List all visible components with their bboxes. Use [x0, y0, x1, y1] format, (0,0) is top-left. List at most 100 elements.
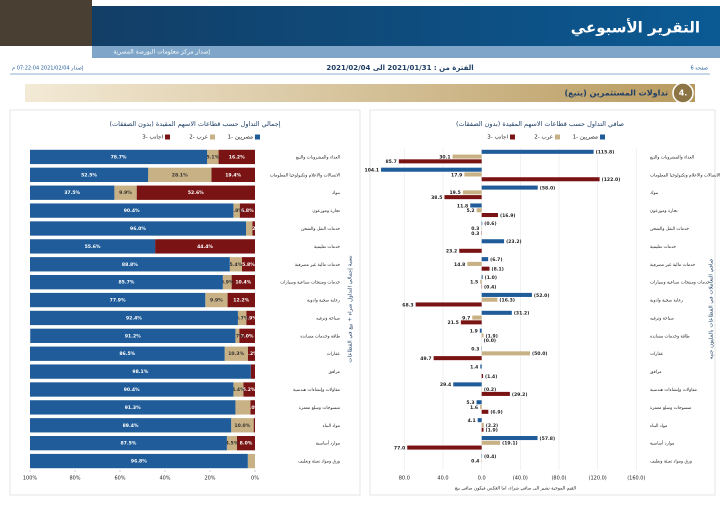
data-label: 92.4%	[126, 315, 142, 321]
bar	[481, 351, 530, 356]
data-label: 96.0%	[130, 226, 146, 232]
bar	[479, 328, 482, 333]
bar-segment	[237, 436, 255, 451]
bar	[477, 418, 482, 423]
data-label: 0.3	[471, 346, 479, 352]
x-tick-label: 40%	[159, 476, 170, 482]
bar	[481, 440, 501, 445]
bar	[481, 391, 510, 396]
category-label: سياحة وترفيه	[650, 316, 674, 321]
data-label: 52.6%	[188, 190, 204, 196]
legend-label: اجانب -3	[487, 135, 508, 141]
bar-segment	[30, 382, 234, 397]
category-label: تجارة وموزعون	[312, 209, 340, 214]
data-label: 23.2	[446, 249, 457, 255]
data-label: 21.5	[448, 320, 459, 326]
bar-segment	[222, 275, 232, 290]
data-label: 38.5	[431, 195, 442, 201]
data-label: 90.4%	[124, 208, 140, 214]
data-label: (0.2)	[484, 387, 496, 393]
bar	[472, 315, 482, 320]
bar	[381, 167, 482, 172]
data-label: 0.4	[471, 459, 479, 465]
category-label: تجارة وموزعون	[650, 209, 678, 214]
data-label: 4.1	[468, 418, 476, 424]
bar	[462, 190, 482, 195]
subtitle-band	[92, 46, 720, 58]
category-label: مرافق	[650, 370, 662, 375]
category-label: خدمات النقل والشحن	[301, 227, 340, 232]
bar	[481, 221, 483, 226]
data-label: 6.8%	[241, 208, 254, 214]
data-label: 7.0%	[241, 333, 254, 339]
data-label: 85.7	[385, 159, 396, 165]
category-label: خدمات ومنتجات صناعية وسيارات	[280, 281, 340, 286]
page-number: صفحة 6	[691, 66, 708, 72]
bar	[452, 154, 482, 159]
category-label: خدمات مالية غير مصرفية	[295, 263, 340, 268]
data-label: 5.8%	[242, 262, 255, 268]
data-label: 98.1%	[132, 369, 148, 375]
bar-segment	[239, 328, 255, 343]
bar-segment	[155, 239, 255, 254]
bar	[481, 266, 490, 271]
x-tick-label: 80%	[69, 476, 80, 482]
bar-segment	[211, 167, 255, 182]
bar-segment	[30, 167, 149, 182]
bar-segment	[218, 149, 255, 165]
data-label: 77.9%	[110, 298, 126, 304]
bar-segment	[239, 203, 255, 218]
section-number: 4.	[679, 89, 688, 98]
data-label: 3.7%	[236, 315, 249, 321]
bar-segment	[247, 346, 255, 361]
data-label: 1.9	[470, 329, 478, 335]
category-label: رعاية صحية وادوية	[650, 299, 683, 304]
category-label: مواد البناء	[323, 424, 340, 429]
x-tick-label: 40.0	[437, 476, 448, 482]
bar-segment	[30, 310, 238, 326]
data-label: 5.4%	[230, 262, 243, 268]
category-label: خدمات مالية غير مصرفية	[650, 263, 695, 268]
data-label: 9.9%	[119, 190, 132, 196]
chart-note: القيم الموجبة تشير الى صافي شراء، اما ال…	[455, 486, 576, 492]
bar-segment	[30, 364, 251, 379]
section-badge	[672, 82, 694, 104]
x-tick-label: (80.0)	[551, 476, 566, 482]
header-photo	[0, 0, 92, 46]
data-label: (0.4)	[484, 454, 496, 460]
category-label: خدمات تعليمية	[650, 245, 676, 250]
category-label: ورق ومواد تعبئة وتغليف	[298, 460, 340, 465]
data-label: 3.9%	[221, 280, 234, 286]
category-label: الاتصالات والاعلام وتكنولوجيا المعلومات	[650, 172, 720, 178]
bar-segment	[30, 185, 115, 200]
data-label: (115.8)	[596, 150, 615, 156]
category-label: مقاولات وإنشاءات هندسية	[650, 388, 697, 393]
data-label: (57.8)	[540, 436, 556, 442]
data-label: 52.5%	[81, 172, 97, 178]
bar-segment	[241, 257, 255, 272]
header-subtitle: إصدار مركز معلومات البورصة المصرية	[113, 49, 210, 56]
bar	[481, 427, 484, 432]
bar-segment	[30, 436, 227, 451]
category-label: خدمات تعليمية	[314, 245, 340, 250]
category-label: خدمات ومنتجات صناعية وسيارات	[650, 281, 710, 286]
data-label: 0.3	[471, 231, 479, 237]
x-tick-label: (40.0)	[513, 476, 528, 482]
legend-swatch	[555, 134, 560, 140]
legend-swatch	[510, 134, 515, 140]
y-axis-label: نسبة إجمالي التداول شراء + بيع في القطاع…	[348, 255, 354, 363]
bar	[481, 239, 505, 244]
data-label: 5.1%	[206, 154, 219, 160]
bar-segment	[30, 275, 223, 290]
legend-swatch	[165, 134, 170, 140]
category-label: مواد البناء	[650, 424, 667, 429]
data-label: 55.6%	[85, 244, 101, 250]
bar-segment	[30, 418, 232, 433]
data-label: (1.0)	[485, 275, 497, 281]
bar-segment	[235, 400, 251, 415]
data-label: 37.5%	[64, 190, 80, 196]
data-label: (23.2)	[506, 239, 522, 245]
bar-segment	[246, 221, 253, 236]
bar-segment	[30, 221, 246, 236]
bar	[433, 356, 482, 361]
